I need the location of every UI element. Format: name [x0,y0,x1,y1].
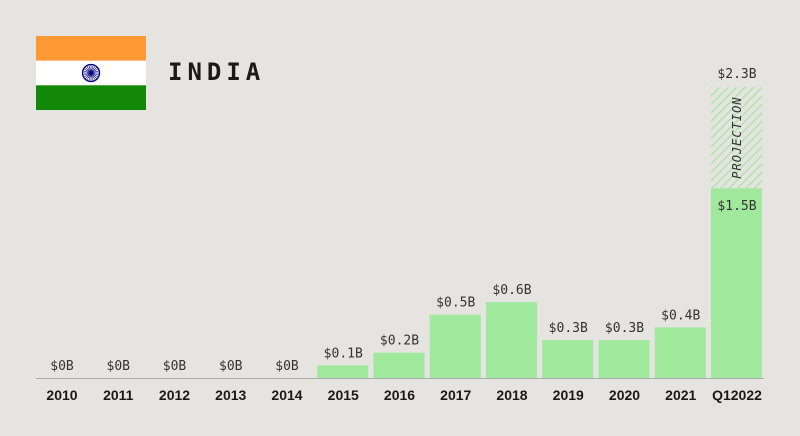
value-label-2021: $0.4B [661,308,700,323]
bar-2017 [429,314,481,378]
flag-saffron-stripe [36,36,146,61]
value-label-2012: $0B [163,359,187,374]
year-label-2020: 2020 [609,387,640,403]
year-label-2015: 2015 [328,387,359,403]
value-label-2010: $0B [50,359,74,374]
projection-bar-Q12022 [711,87,762,189]
value-label-2018: $0.6B [492,283,531,298]
value-label-2017: $0.5B [436,296,475,311]
year-label-2013: 2013 [215,387,246,403]
value-label-2016: $0.2B [380,334,419,349]
year-label-2021: 2021 [665,387,696,403]
value-label-2014: $0B [275,359,299,374]
bar-2015 [317,365,369,378]
india-flag [36,36,146,110]
year-label-2019: 2019 [553,387,584,403]
flag-green-stripe [36,85,146,110]
ashoka-chakra-icon [81,63,101,83]
projection-value-label: $2.3B [717,67,756,82]
year-label-2012: 2012 [159,387,190,403]
bar-2016 [373,352,425,378]
bar-2018 [486,302,537,378]
year-label-2011: 2011 [103,387,134,403]
value-label-Q12022: $1.5B [717,199,756,214]
year-label-2010: 2010 [46,387,77,403]
year-label-2016: 2016 [384,387,415,403]
bar-2019 [542,340,594,378]
value-label-2011: $0B [107,359,131,374]
year-label-Q12022: Q12022 [712,387,762,403]
value-label-2020: $0.3B [605,321,644,336]
year-label-2017: 2017 [440,387,471,403]
projection-label: PROJECTION [730,96,744,178]
bar-Q12022 [711,188,762,378]
value-label-2013: $0B [219,359,243,374]
year-label-2018: 2018 [496,387,527,403]
page-title: INDIA [168,58,266,86]
value-label-2015: $0.1B [324,346,363,361]
value-label-2019: $0.3B [549,321,588,336]
bar-2021 [654,327,706,378]
bar-2020 [598,340,650,378]
year-label-2014: 2014 [271,387,302,403]
